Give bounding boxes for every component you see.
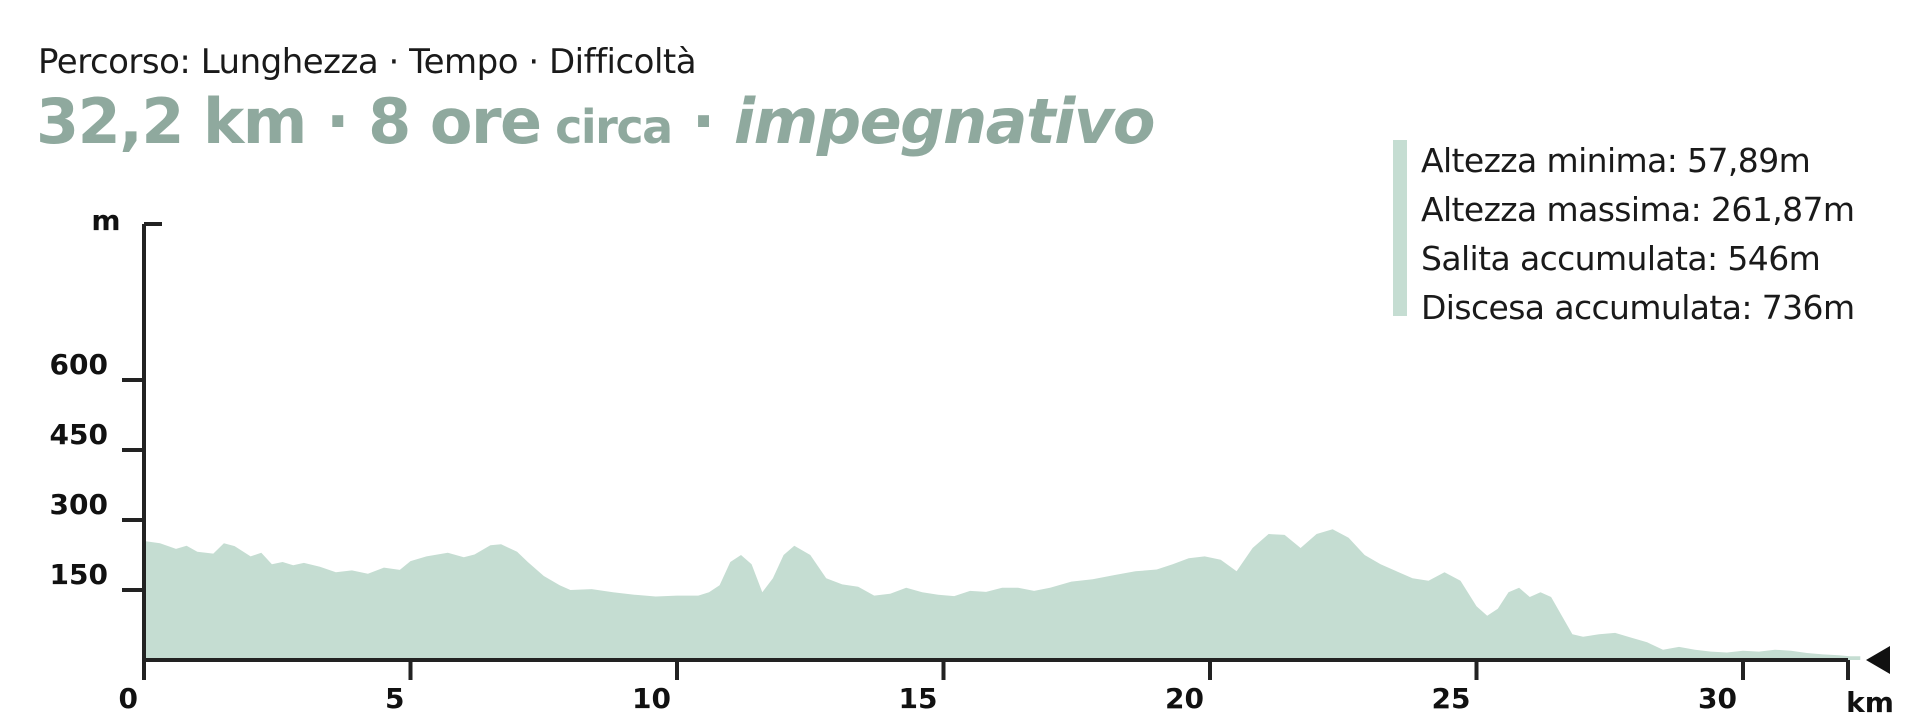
x-tick-label: 5 (385, 682, 404, 715)
y-tick-label: 300 (50, 488, 108, 521)
route-difficulty: impegnativo (733, 85, 1156, 158)
x-tick-label: 30 (1698, 682, 1737, 715)
stats-list: Altezza minima: 57,89m Altezza massima: … (1421, 136, 1855, 332)
y-tick-label: 600 (50, 348, 108, 381)
x-tick-label: 10 (632, 682, 671, 715)
y-axis-unit-label: m (91, 204, 120, 237)
stat-min-altitude: Altezza minima: 57,89m (1421, 141, 1811, 180)
route-time-suffix: circa (540, 100, 673, 154)
y-axis-ticks: 150 300 450 600 (50, 222, 162, 592)
x-tick-label: 15 (899, 682, 938, 715)
x-tick-label: 25 (1432, 682, 1471, 715)
x-tick-label: 20 (1165, 682, 1204, 715)
x-tick-label: 0 (119, 682, 138, 715)
stat-total-descent: Discesa accumulata: 736m (1421, 288, 1855, 327)
chart-subtitle: Percorso: Lunghezza · Tempo · Difficoltà (38, 42, 697, 82)
stats-accent-bar (1393, 140, 1407, 316)
x-axis-unit-label: km (1846, 686, 1894, 719)
x-axis-arrow-icon (1866, 646, 1890, 674)
y-tick-label: 150 (50, 558, 108, 591)
stat-total-ascent: Salita accumulata: 546m (1421, 239, 1821, 278)
x-axis-ticks: 0 5 10 15 20 25 30 (119, 660, 1850, 715)
separator: · (305, 85, 369, 158)
y-tick-label: 450 (50, 418, 108, 451)
stat-max-altitude: Altezza massima: 261,87m (1421, 190, 1855, 229)
route-time: 8 ore (368, 85, 542, 158)
chart-headline: 32,2 km · 8 ore circa · impegnativo (36, 85, 1156, 158)
separator: · (671, 85, 734, 158)
route-length: 32,2 km (36, 85, 307, 158)
elevation-area (144, 529, 1861, 660)
